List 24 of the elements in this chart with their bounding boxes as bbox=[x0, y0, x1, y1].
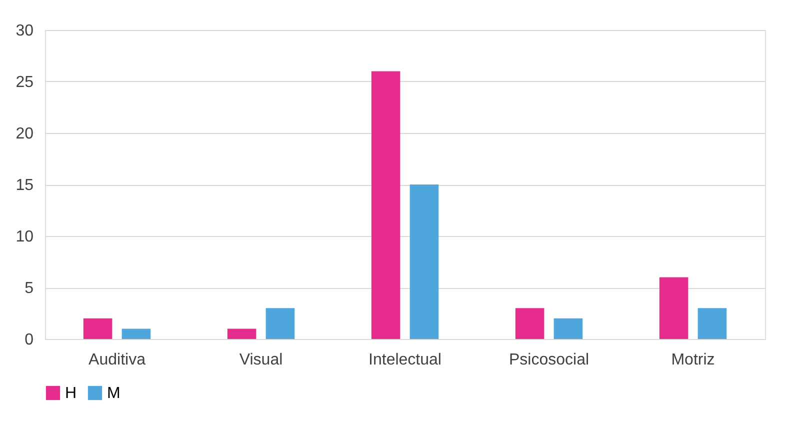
legend-label: H bbox=[65, 385, 77, 402]
y-tick-label: 30 bbox=[16, 22, 34, 40]
bar bbox=[515, 308, 544, 339]
bar bbox=[554, 318, 583, 339]
x-tick-label: Motriz bbox=[671, 352, 715, 368]
legend-label: M bbox=[107, 385, 120, 402]
bar bbox=[371, 71, 400, 339]
bar bbox=[83, 318, 112, 339]
x-tick-label: Auditiva bbox=[88, 352, 146, 368]
y-tick-label: 15 bbox=[16, 177, 34, 194]
x-tick-label: Psicosocial bbox=[508, 352, 590, 368]
bar bbox=[227, 328, 256, 339]
y-tick-label: 20 bbox=[16, 126, 34, 142]
y-tick-label: 5 bbox=[24, 280, 34, 297]
x-tick-label: Intelectual bbox=[368, 352, 442, 368]
bar bbox=[266, 308, 295, 339]
bar bbox=[410, 184, 439, 339]
y-tick-label: 0 bbox=[24, 332, 34, 348]
bar bbox=[698, 308, 727, 339]
y-tick-label: 10 bbox=[16, 228, 34, 246]
bar bbox=[122, 328, 151, 339]
x-tick-label: Visual bbox=[239, 352, 283, 368]
y-tick-label: 25 bbox=[16, 74, 34, 91]
bar bbox=[659, 277, 688, 339]
